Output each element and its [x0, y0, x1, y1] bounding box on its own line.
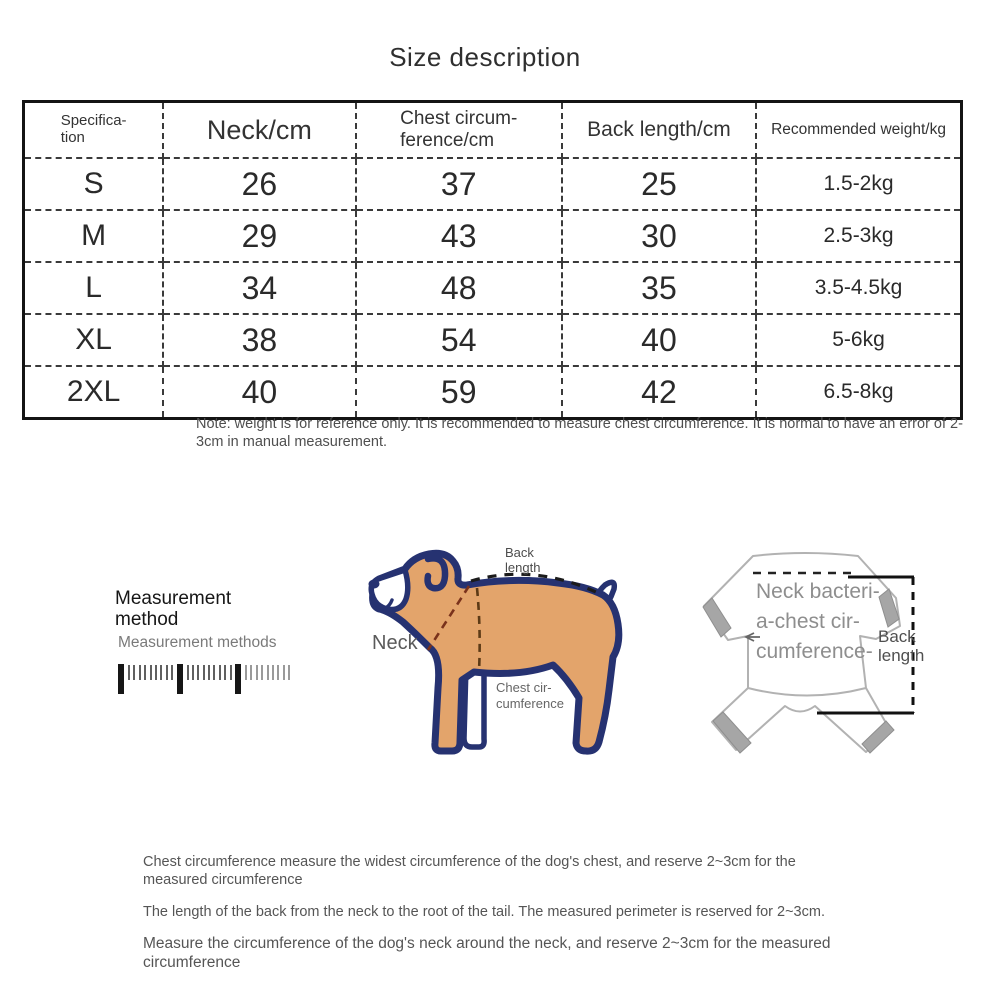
footnote-neck: Measure the circumference of the dog's n… — [143, 935, 831, 971]
column-header: Back length/cm — [560, 100, 758, 159]
table-cell: 40 — [162, 365, 357, 420]
ruler-thin-tick — [191, 665, 194, 680]
table-cell: 40 — [560, 313, 758, 367]
ruler-thin-tick — [202, 665, 205, 680]
size-table-header: Specifica- tion Neck/cm Chest circum- fere… — [22, 100, 963, 159]
ruler-thin-tick — [133, 665, 136, 680]
ruler-thin-tick — [149, 665, 152, 680]
ruler-thin-tick — [255, 665, 258, 680]
table-cell: 3.5-4.5kg — [755, 261, 963, 315]
table-cell: L — [22, 261, 165, 315]
table-cell: 2.5-3kg — [755, 209, 963, 263]
ruler-thin-tick — [250, 665, 253, 680]
ruler-thin-tick — [128, 665, 130, 680]
footnote-back: The length of the back from the neck to … — [143, 904, 825, 921]
table-cell: 25 — [560, 157, 758, 211]
table-cell: 29 — [162, 209, 357, 263]
dog-back-length-label: Back length — [505, 545, 541, 575]
table-cell: 59 — [354, 365, 563, 420]
ruler-graphic — [118, 664, 294, 694]
garment-overlay-label: Neck bacteri- a-chest cir- cumference- — [756, 580, 880, 663]
footnotes: Chest circumference measure the widest c… — [143, 854, 843, 988]
table-cell: 42 — [560, 365, 758, 420]
measurement-methods-subheading: Measurement methods — [118, 634, 277, 651]
size-table-body: S 26 37 25 1.5-2kg M 29 43 30 2.5-3kg L 34 48 35 3.5-4… — [22, 157, 963, 420]
table-row: 2XL 40 59 42 6.5-8kg — [22, 365, 963, 420]
ruler-thick-tick — [176, 664, 183, 694]
footnote-chest: Chest circumference measure the widest c… — [143, 854, 796, 888]
armpit-arrow — [743, 632, 760, 642]
ruler-thin-tick — [197, 665, 200, 680]
dog-far-front-leg — [461, 663, 487, 750]
ruler-thin-tick — [229, 665, 232, 680]
table-cell: 38 — [162, 313, 357, 367]
garment-hem-seam — [747, 687, 867, 697]
dog-diagram — [368, 549, 623, 755]
table-row: M 29 43 30 2.5-3kg — [22, 209, 963, 263]
garment-cuff-bottom-left — [712, 711, 752, 754]
table-row: L 34 48 35 3.5-4.5kg — [22, 261, 963, 315]
garment-cuff-top-left — [702, 597, 732, 638]
ruler-thin-tick — [208, 665, 211, 680]
dog-body — [368, 549, 623, 755]
ruler-thin-tick — [138, 665, 141, 680]
table-cell: S — [22, 157, 165, 211]
table-cell: 26 — [162, 157, 357, 211]
table-cell: M — [22, 209, 165, 263]
ruler-thin-tick — [186, 665, 189, 680]
table-cell: XL — [22, 313, 165, 367]
table-cell: 30 — [560, 209, 758, 263]
ruler-thin-tick — [160, 665, 163, 680]
column-header: Specifica- tion — [22, 100, 165, 159]
ruler-thin-tick — [266, 665, 269, 680]
table-cell: 37 — [354, 157, 563, 211]
ruler-thin-tick — [218, 665, 221, 680]
ruler-thin-tick — [261, 665, 264, 680]
table-note: Note: weight is for reference only. It i… — [196, 416, 963, 450]
dog-neck-label: Neck — [372, 632, 418, 654]
ruler-thin-tick — [224, 665, 227, 680]
garment-diagram — [702, 552, 915, 754]
table-cell: 34 — [162, 261, 357, 315]
column-header: Recommended weight/kg — [755, 100, 963, 159]
table-cell: 2XL — [22, 365, 165, 420]
ruler-thin-tick — [245, 665, 248, 680]
size-table: Specifica- tion Neck/cm Chest circum- fere… — [22, 100, 963, 420]
table-row: XL 38 54 40 5-6kg — [22, 313, 963, 367]
ruler-thin-tick — [282, 665, 285, 680]
ruler-thin-tick — [171, 665, 174, 680]
ruler-thin-tick — [271, 665, 274, 680]
ruler-thick-tick — [118, 664, 124, 694]
dog-chest-label: Chest cir- cumference — [496, 680, 564, 711]
table-cell: 6.5-8kg — [755, 365, 963, 420]
ruler-thin-tick — [144, 665, 147, 680]
table-cell: 43 — [354, 209, 563, 263]
dog-nose — [368, 579, 380, 589]
dog-mouth — [382, 598, 394, 611]
garment-cuff-bottom-right — [861, 720, 895, 754]
measurement-method-heading: Measurement method — [115, 588, 232, 631]
column-header: Chest circum- ference/cm — [354, 100, 563, 159]
table-cell: 48 — [354, 261, 563, 315]
ruler-thin-tick — [165, 665, 168, 680]
table-cell: 1.5-2kg — [755, 157, 963, 211]
garment-back-length-label: Back length — [878, 627, 925, 666]
neck-dashed-line — [426, 585, 471, 651]
table-cell: 35 — [560, 261, 758, 315]
ruler-thin-tick — [213, 665, 216, 680]
table-cell: 54 — [354, 313, 563, 367]
ruler-thick-tick — [235, 664, 242, 694]
ruler-thin-tick — [154, 665, 157, 680]
table-cell: 5-6kg — [755, 313, 963, 367]
page-title: Size description — [389, 42, 581, 72]
chest-dashed-line — [475, 587, 481, 672]
table-row: S 26 37 25 1.5-2kg — [22, 157, 963, 211]
dog-ear — [424, 555, 449, 592]
column-header: Neck/cm — [162, 100, 357, 159]
ruler-thin-tick — [277, 665, 280, 680]
ruler-thin-tick — [288, 665, 291, 680]
garment-cuff-top-right — [878, 588, 900, 628]
